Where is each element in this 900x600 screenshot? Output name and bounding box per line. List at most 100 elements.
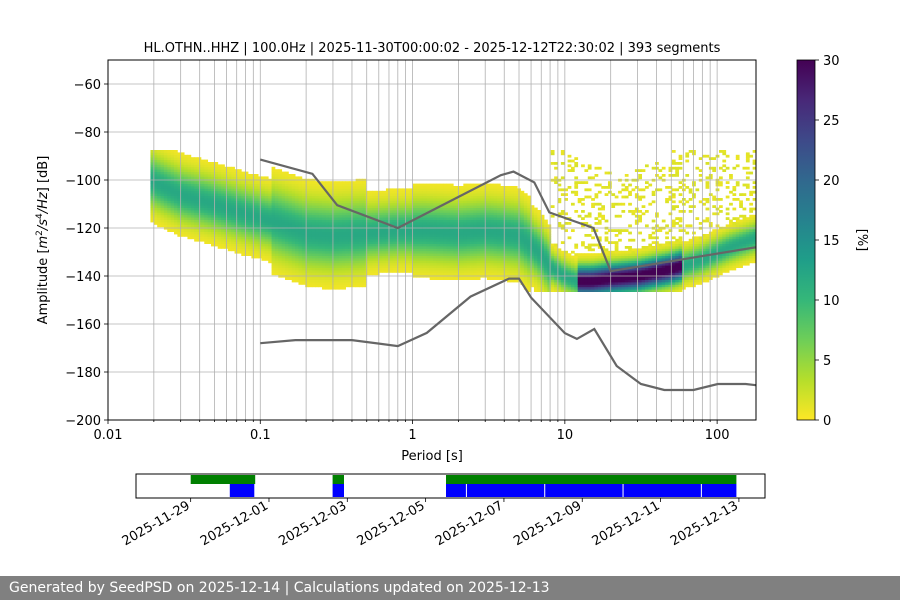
- heatmap-cell: [352, 229, 357, 232]
- heatmap-cell: [345, 284, 350, 288]
- heatmap-cell: [311, 183, 316, 187]
- heatmap-cell: [285, 190, 289, 194]
- heatmap-cell: [177, 212, 182, 216]
- heatmap-cell: [342, 190, 346, 194]
- heatmap-cell: [207, 231, 212, 235]
- heatmap-cell: [207, 193, 212, 196]
- heatmap-cell: [157, 214, 161, 218]
- heatmap-cell: [486, 195, 491, 199]
- heatmap-cell: [315, 205, 320, 208]
- heatmap-cell: [416, 231, 420, 235]
- heatmap-cell: [459, 198, 464, 201]
- heatmap-cell: [244, 210, 249, 213]
- heatmap-cell: [402, 260, 407, 264]
- heatmap-cell: [288, 270, 293, 273]
- heatmap-cell: [537, 286, 542, 290]
- heatmap-cell: [342, 255, 346, 259]
- heatmap-cell: [439, 250, 444, 254]
- heatmap-cell: [443, 243, 447, 247]
- heatmap-cell: [352, 200, 357, 204]
- heatmap-cell: [187, 169, 192, 172]
- heatmap-cell: [446, 231, 451, 235]
- heatmap-cell: [443, 217, 447, 220]
- heatmap-cell: [214, 164, 219, 168]
- heatmap-cell: [480, 260, 484, 264]
- heatmap-cell: [298, 267, 303, 271]
- heatmap-cell: [311, 214, 316, 218]
- heatmap-cell: [537, 241, 542, 244]
- heatmap-cell: [597, 260, 602, 264]
- heatmap-cell: [453, 188, 457, 192]
- heatmap-cell: [419, 267, 424, 271]
- heatmap-cell: [436, 229, 441, 232]
- heatmap-cell: [523, 238, 528, 242]
- heatmap-cell: [298, 195, 303, 199]
- heatmap-cell: [544, 219, 548, 223]
- heatmap-cell: [459, 195, 464, 199]
- heatmap-cell: [160, 174, 165, 177]
- heatmap-cell: [570, 282, 575, 285]
- heatmap-cell: [496, 270, 501, 273]
- heatmap-cell: [587, 265, 592, 268]
- heatmap-cell: [557, 255, 562, 259]
- heatmap-cell: [412, 186, 417, 189]
- heatmap-cell: [507, 258, 511, 261]
- heatmap-cell: [211, 222, 215, 225]
- heatmap-cell: [493, 214, 498, 218]
- heatmap-cell: [429, 248, 434, 252]
- heatmap-cell: [449, 265, 454, 268]
- heatmap-cell: [335, 258, 340, 261]
- heatmap-cell: [281, 202, 286, 206]
- heatmap-cell: [537, 234, 542, 237]
- heatmap-cell: [295, 236, 299, 240]
- heatmap-cell: [298, 258, 303, 261]
- heatmap-cell: [577, 265, 582, 268]
- heatmap-cell: [305, 236, 309, 240]
- heatmap-cell: [365, 255, 370, 259]
- heatmap-cell: [584, 260, 589, 264]
- heatmap-cell: [345, 183, 350, 187]
- heatmap-cell: [261, 248, 266, 252]
- heatmap-cell: [597, 265, 602, 268]
- heatmap-cell: [503, 217, 508, 220]
- heatmap-cell: [429, 246, 434, 249]
- heatmap-cell: [365, 219, 370, 223]
- heatmap-cell: [291, 224, 296, 228]
- heatmap-cell: [493, 238, 498, 242]
- heatmap-cell: [500, 229, 505, 232]
- heatmap-cell: [463, 212, 468, 216]
- heatmap-cell: [217, 205, 222, 208]
- heatmap-cell: [493, 255, 498, 259]
- heatmap-cell: [399, 265, 404, 268]
- heatmap-cell: [439, 183, 444, 187]
- heatmap-cell: [581, 164, 585, 168]
- heatmap-cell: [480, 210, 484, 213]
- heatmap-cell: [544, 234, 548, 237]
- heatmap-cell: [365, 265, 370, 268]
- heatmap-cell: [335, 219, 340, 223]
- heatmap-cell: [332, 219, 336, 223]
- heatmap-cell: [231, 234, 235, 237]
- heatmap-cell: [274, 248, 279, 252]
- heatmap-cell: [436, 258, 441, 261]
- heatmap-cell: [513, 207, 518, 211]
- heatmap-cell: [389, 246, 394, 249]
- heatmap-cell: [204, 229, 209, 232]
- heatmap-cell: [298, 186, 303, 189]
- heatmap-cell: [315, 243, 320, 247]
- heatmap-cell: [322, 193, 326, 196]
- heatmap-cell: [557, 262, 562, 266]
- heatmap-cell: [554, 243, 558, 247]
- heatmap-cell: [496, 188, 501, 192]
- heatmap-cell: [500, 248, 505, 252]
- heatmap-cell: [567, 164, 572, 168]
- heatmap-cell: [268, 236, 272, 240]
- heatmap-cell: [214, 222, 219, 225]
- heatmap-cell: [564, 253, 568, 256]
- heatmap-cell: [436, 246, 441, 249]
- heatmap-cell: [540, 246, 545, 249]
- heatmap-cell: [362, 195, 367, 199]
- heatmap-cell: [379, 262, 383, 266]
- heatmap-cell: [409, 265, 414, 268]
- heatmap-cell: [278, 248, 283, 252]
